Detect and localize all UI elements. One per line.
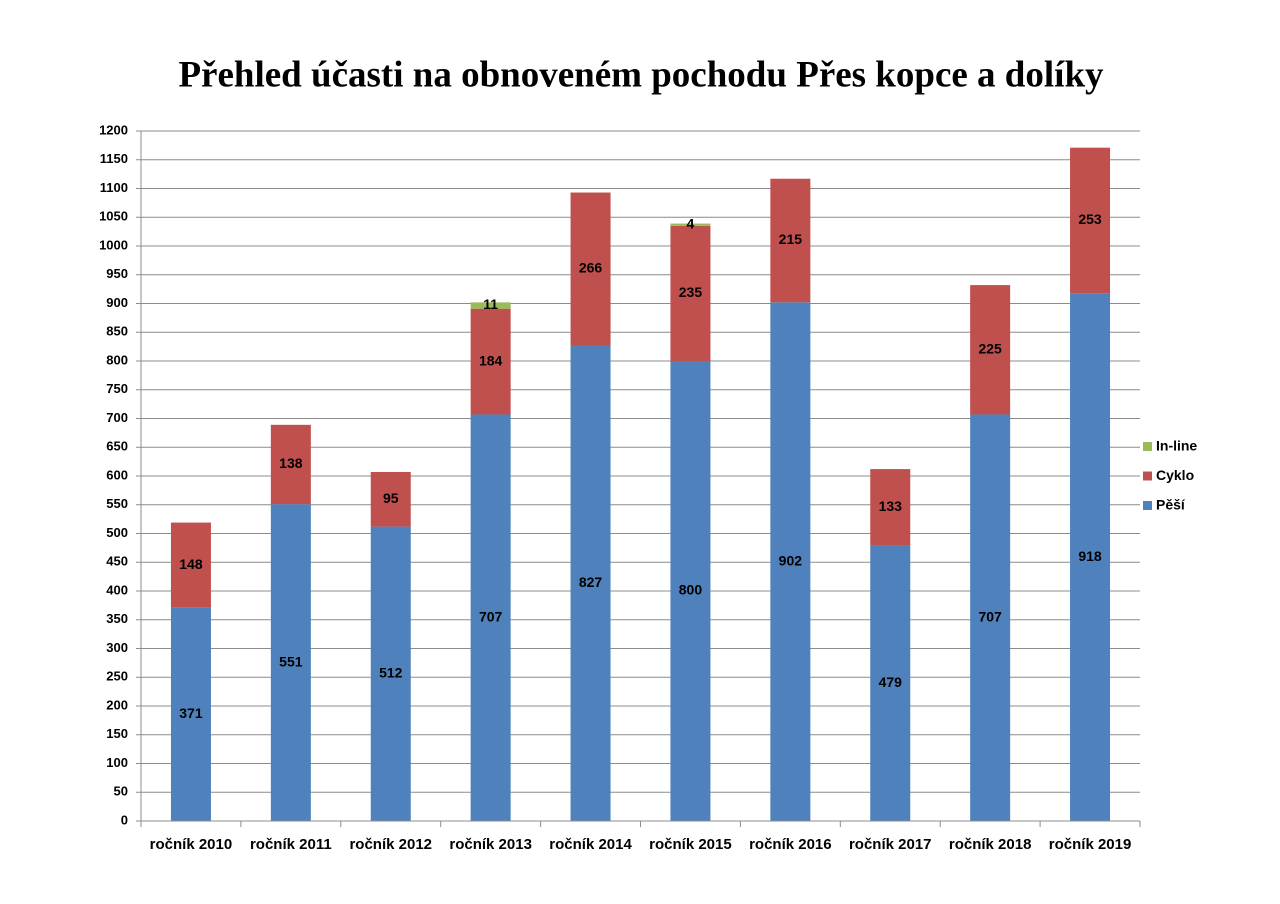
data-label: 800: [679, 582, 703, 598]
data-label: 148: [179, 556, 203, 572]
y-tick-label: 200: [106, 697, 128, 712]
data-label: 707: [978, 608, 1002, 624]
y-tick-label: 500: [106, 525, 128, 540]
y-tick-label: 400: [106, 582, 128, 597]
y-tick-label: 100: [106, 755, 128, 770]
bar-segment: [370, 526, 411, 821]
data-label: 253: [1078, 211, 1102, 227]
x-tick-label: ročník 2011: [250, 836, 332, 853]
bar-segment: [670, 223, 711, 226]
bar-segment: [270, 504, 311, 821]
bar-segment: [870, 469, 911, 546]
bar-segment: [670, 361, 711, 821]
data-label: 138: [279, 455, 303, 471]
y-tick-label: 600: [106, 467, 128, 482]
y-tick-label: 550: [106, 496, 128, 511]
data-label: 479: [879, 674, 903, 690]
data-label: 707: [479, 608, 503, 624]
y-tick-label: 150: [106, 726, 128, 741]
x-tick-label: ročník 2019: [1049, 836, 1132, 853]
legend-label: In-line: [1156, 438, 1197, 454]
data-label: 918: [1078, 548, 1102, 564]
y-tick-label: 50: [114, 784, 128, 799]
bar-segment: [870, 545, 911, 821]
data-label: 4: [687, 215, 695, 231]
data-label: 133: [879, 498, 903, 514]
bar-segment: [470, 414, 511, 821]
legend-swatch: [1143, 442, 1152, 451]
y-tick-label: 1200: [99, 122, 128, 137]
y-tick-label: 450: [106, 554, 128, 569]
y-tick-label: 750: [106, 381, 128, 396]
legend-label: Pěší: [1156, 497, 1186, 513]
y-tick-label: 650: [106, 439, 128, 454]
y-tick-label: 850: [106, 324, 128, 339]
bar-segment: [270, 424, 311, 505]
legend-swatch: [1143, 501, 1152, 510]
bar-segment: [770, 302, 811, 822]
x-tick-label: ročník 2018: [949, 836, 1032, 853]
x-tick-label: ročník 2016: [749, 836, 832, 853]
data-label: 551: [279, 653, 303, 669]
bar-segment: [970, 285, 1011, 415]
data-label: 512: [379, 665, 403, 681]
chart-title: Přehled účasti na obnoveném pochodu Přes…: [178, 54, 1104, 95]
bar-segment: [170, 522, 211, 608]
bar-segment: [170, 607, 211, 821]
bar-segment: [1070, 293, 1111, 821]
data-label: 215: [779, 231, 803, 247]
x-tick-label: ročník 2012: [349, 836, 432, 853]
data-label: 225: [978, 340, 1002, 356]
data-label: 95: [383, 490, 399, 506]
legend-label: Cyklo: [1156, 467, 1194, 483]
data-label: 11: [483, 296, 498, 312]
y-tick-label: 800: [106, 352, 128, 367]
x-tick-label: ročník 2010: [150, 836, 233, 853]
x-tick-label: ročník 2017: [849, 836, 932, 853]
bar-segment: [1070, 147, 1111, 294]
y-tick-label: 950: [106, 266, 128, 281]
bar-segment: [970, 414, 1011, 821]
bar-segment: [570, 192, 611, 346]
bar-segment: [470, 308, 511, 415]
x-tick-label: ročník 2013: [449, 836, 532, 853]
x-tick-label: ročník 2015: [649, 836, 732, 853]
y-tick-label: 1000: [99, 237, 128, 252]
bar-segment: [670, 225, 711, 361]
y-tick-label: 350: [106, 611, 128, 626]
data-label: 184: [479, 352, 503, 368]
x-tick-label: ročník 2014: [549, 836, 632, 853]
data-label: 266: [579, 260, 603, 276]
bar-segment: [370, 471, 411, 527]
data-label: 902: [779, 552, 803, 568]
y-tick-label: 1050: [99, 209, 128, 224]
data-label: 235: [679, 284, 703, 300]
data-label: 827: [579, 574, 603, 590]
y-tick-label: 300: [106, 640, 128, 655]
bar-segment: [570, 345, 611, 821]
y-tick-label: 700: [106, 410, 128, 425]
data-label: 371: [179, 705, 203, 721]
y-tick-label: 0: [121, 812, 128, 827]
y-tick-label: 1100: [100, 180, 128, 195]
y-tick-label: 1150: [100, 151, 128, 166]
bar-segment: [470, 302, 511, 309]
legend-swatch: [1143, 471, 1152, 481]
y-tick-label: 900: [106, 295, 128, 310]
y-tick-label: 250: [106, 669, 128, 684]
bar-segment: [770, 178, 811, 303]
